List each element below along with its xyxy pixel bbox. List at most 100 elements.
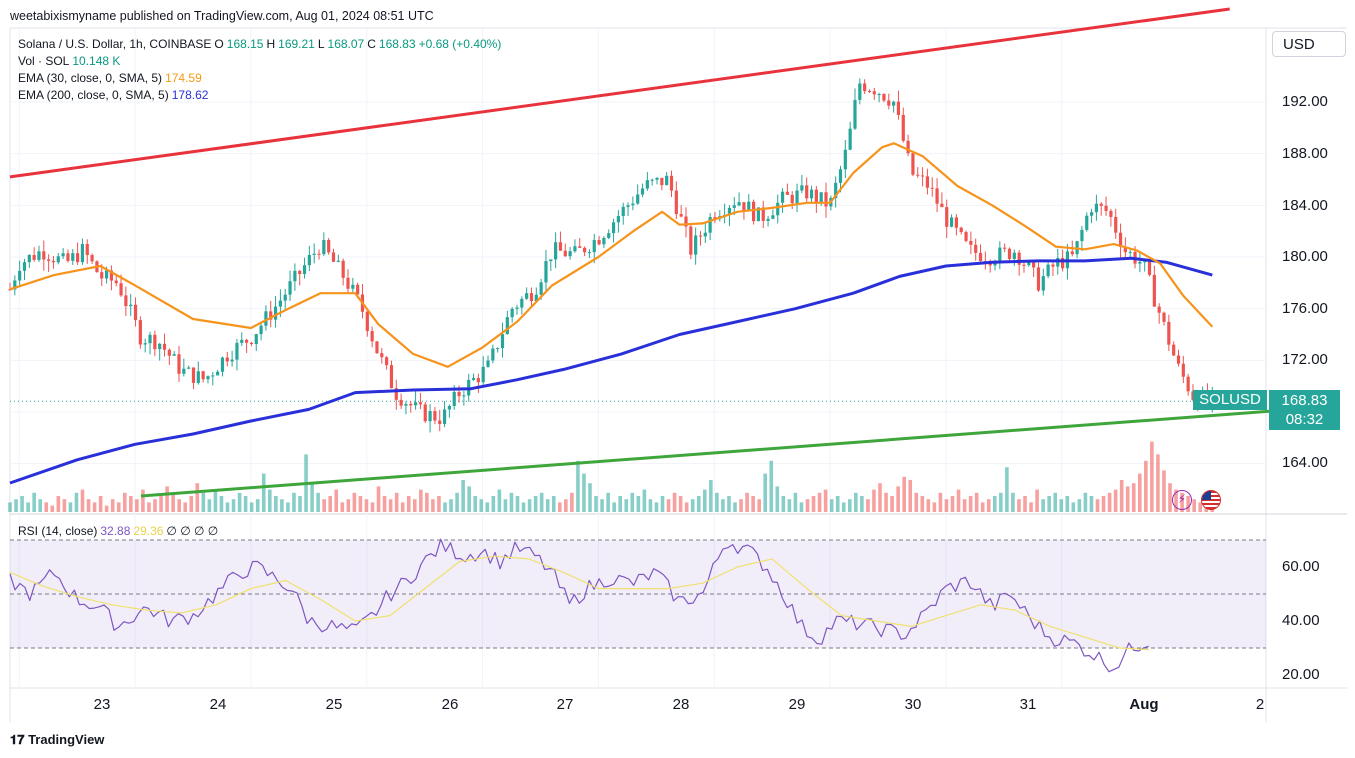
price-tick: 192.00 [1282, 93, 1328, 110]
candle-down [438, 420, 442, 424]
candle-up [587, 252, 592, 254]
candle-down [114, 280, 118, 284]
candle-up [442, 409, 447, 424]
ema30-value: 174.59 [165, 71, 202, 85]
candle-up [645, 180, 649, 189]
candle-down [974, 244, 978, 253]
volume-bar [841, 502, 846, 512]
candle-up [949, 217, 954, 227]
candle-up [1089, 212, 1094, 216]
volume-bar [485, 502, 490, 512]
volume-bar [721, 499, 725, 512]
candle-up [235, 342, 239, 360]
candle-down [162, 343, 167, 350]
candle-down [90, 255, 94, 262]
rsi-tick: 20.00 [1282, 666, 1320, 683]
ema200-value: 178.62 [171, 88, 209, 102]
candle-up [1143, 261, 1147, 263]
volume-bar [334, 489, 339, 512]
candle-up [1041, 276, 1045, 291]
us-flag-icon[interactable] [1201, 490, 1221, 510]
candle-up [655, 177, 659, 180]
candle-down [959, 227, 963, 233]
rsi-value: 32.88 [100, 524, 131, 538]
volume-bar [527, 499, 532, 512]
volume-bar [733, 502, 737, 512]
candle-down [389, 365, 394, 389]
chart-grid [9, 27, 1347, 722]
tradingview-logo[interactable]: 𝟏𝟕 TradingView [10, 732, 104, 748]
volume-bar [654, 502, 659, 512]
candle-down [423, 404, 427, 422]
volume-bar [884, 492, 888, 512]
candle-down [75, 253, 80, 263]
candle-down [867, 91, 872, 93]
volume-bar [612, 502, 616, 512]
volume-bar [14, 499, 18, 512]
volume-bar [1162, 470, 1166, 512]
low-value: 168.07 [327, 37, 365, 51]
volume-bar [110, 499, 115, 512]
volume-bar [926, 499, 931, 512]
volume-bar [412, 499, 417, 512]
volume-bar [1065, 496, 1070, 512]
candle-down [916, 174, 920, 176]
candle-up [22, 262, 27, 271]
volume-bar [261, 473, 266, 512]
candle-down [945, 207, 949, 227]
candle-up [800, 185, 804, 191]
candle-down [346, 277, 350, 289]
candle-down [1157, 306, 1161, 313]
candle-down [119, 283, 123, 296]
candle-down [785, 191, 789, 195]
price-tick: 188.00 [1282, 145, 1328, 162]
volume-bar [974, 492, 979, 512]
candle-down [930, 187, 934, 189]
volume-bar [68, 502, 73, 512]
volume-bar [237, 492, 242, 512]
price-tick: 172.00 [1282, 351, 1328, 368]
date-tick: 25 [325, 696, 343, 713]
symbol-title: Solana / U.S. Dollar, 1h, COINBASE [18, 37, 212, 51]
volume-bar [86, 499, 91, 512]
lightning-icon[interactable]: ⚡ [1172, 490, 1192, 510]
candle-down [457, 391, 461, 397]
volume-bar [177, 499, 181, 512]
candle-down [433, 411, 437, 421]
volume-legend: Vol · SOL 10.148 K [18, 53, 123, 70]
volume-bar [582, 473, 586, 512]
candle-down [133, 304, 138, 321]
volume-bar [702, 489, 707, 512]
candle-down [225, 357, 229, 362]
currency-button[interactable]: USD [1272, 31, 1346, 57]
candle-up [496, 348, 500, 350]
price-tick: 180.00 [1282, 248, 1328, 265]
volume-bar [769, 460, 774, 512]
candle-up [452, 391, 456, 406]
volume-bar [624, 499, 629, 512]
candle-down [563, 250, 567, 257]
candle-down [418, 402, 423, 405]
volume-bar [787, 499, 792, 512]
candle-up [636, 194, 640, 204]
candle-down [32, 255, 36, 260]
volume-bar [267, 489, 272, 512]
candle-up [892, 101, 896, 106]
candle-up [220, 357, 225, 372]
volume-bar [854, 492, 858, 512]
volume-bar [1029, 502, 1033, 512]
candle-up [640, 188, 645, 195]
volume-bar [1168, 483, 1172, 512]
volume-bar [310, 483, 314, 512]
volume-bar [201, 492, 206, 512]
candle-up [481, 366, 485, 383]
volume-bar [135, 499, 139, 512]
volume-bar [394, 492, 399, 512]
volume-bar [606, 492, 610, 512]
volume-bar [1059, 499, 1064, 512]
candle-down [689, 226, 693, 255]
date-tick: 2 [1255, 696, 1265, 713]
candle-down [684, 216, 688, 227]
candle-down [940, 203, 944, 208]
